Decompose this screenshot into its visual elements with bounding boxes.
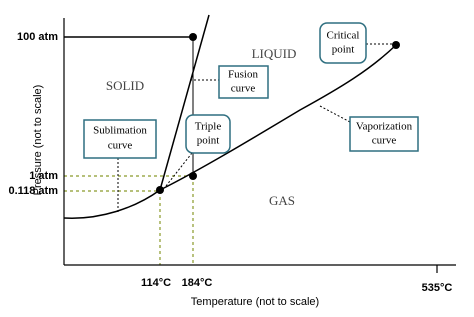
callouts: Fusion curve Sublimation curve Triple po… (83, 22, 419, 159)
region-label: SOLID (106, 78, 144, 93)
axes (63, 18, 456, 273)
points (156, 33, 400, 194)
x-tick-label: 535°C (422, 282, 453, 294)
region-label: LIQUID (252, 46, 297, 61)
callout-text: Critical (327, 30, 360, 42)
callout-text: curve (372, 135, 397, 147)
tick-labels: 100 atm 1 atm 0.118 atm 114°C 184°C 535°… (8, 31, 452, 294)
x-tick-label: 114°C (141, 277, 171, 289)
phase-curves (63, 14, 397, 219)
leader-lines (117, 43, 393, 213)
callout-text: point (332, 44, 355, 56)
region-labels: SOLID LIQUID GAS (106, 46, 297, 208)
y-tick-label: 0.118 atm (8, 185, 58, 197)
region-label: GAS (269, 193, 295, 208)
callout-text: Vaporization (356, 121, 413, 133)
callout-text: curve (231, 83, 256, 95)
x-tick-label: 184°C (182, 277, 213, 289)
y-tick-label: 100 atm (17, 31, 58, 43)
callout-text: curve (108, 140, 133, 152)
callout-text: Sublimation (93, 125, 147, 137)
callout-text: Triple (195, 121, 222, 133)
x-axis-label: Temperature (not to scale) (191, 296, 319, 308)
y-tick-label: 1 atm (29, 170, 58, 182)
guide-lines (64, 175, 194, 265)
callout-text: Fusion (228, 69, 258, 81)
y-axis-label: Pressure (not to scale) (32, 85, 44, 196)
callout-text: point (197, 135, 220, 147)
